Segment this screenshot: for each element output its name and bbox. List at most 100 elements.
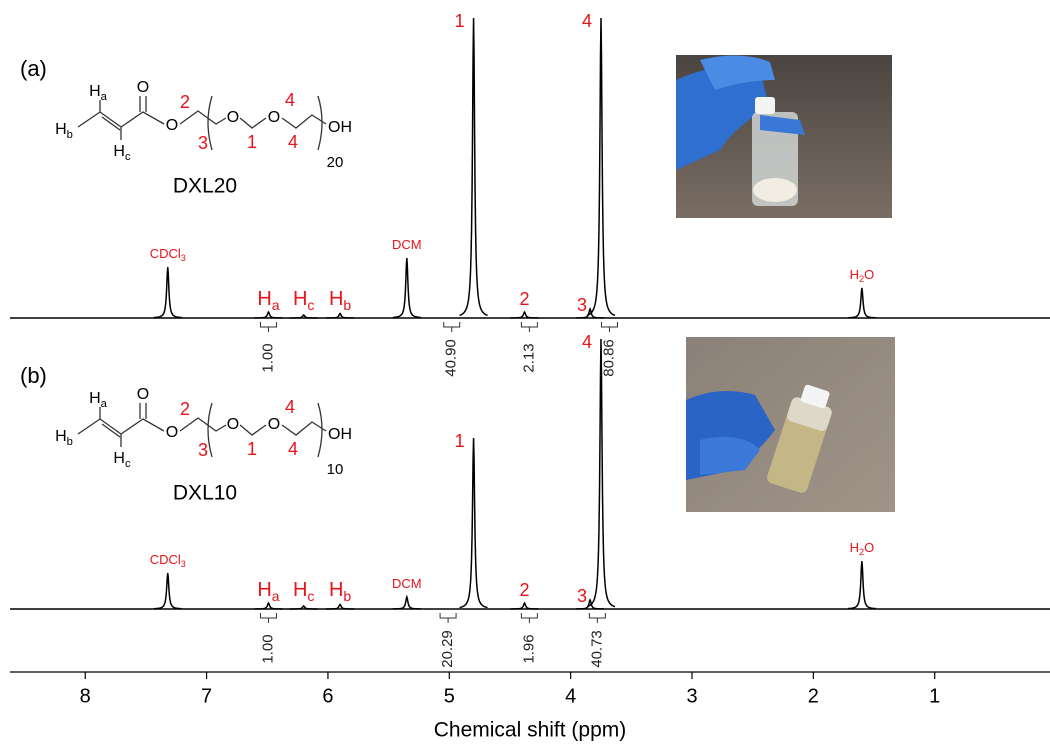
- atom-label: O: [166, 117, 178, 134]
- peak-label-sub: b: [343, 297, 351, 313]
- atom-label: Hb: [55, 121, 73, 141]
- peak-label: 3: [577, 295, 587, 315]
- peak-label: 2: [520, 580, 530, 600]
- peak-label-main: H: [293, 579, 307, 601]
- panel-tag: (a): [20, 56, 47, 81]
- peak-label-main: H: [850, 540, 859, 555]
- peak-label-tail: O: [864, 540, 874, 555]
- integral-label: 2.13: [520, 343, 537, 372]
- peak-label-main: 3: [577, 586, 587, 606]
- position-label: 3: [198, 133, 208, 153]
- atom-label: OH: [328, 119, 352, 136]
- atom-label-main: H: [113, 143, 125, 160]
- atom-label: Ha: [89, 390, 108, 410]
- position-label: 4: [285, 397, 295, 417]
- peak: [154, 267, 182, 318]
- atom-label-main: H: [89, 390, 101, 407]
- peak-label-sub: a: [272, 588, 280, 604]
- atom-label: O: [268, 416, 280, 433]
- peak: [254, 603, 282, 609]
- x-tick-label: 2: [808, 685, 819, 707]
- chart: 87654321Chemical shift (ppm)CDCl3HaHcHbD…: [0, 0, 1050, 747]
- peak-label-main: H: [329, 579, 343, 601]
- integral-label: 1.00: [259, 634, 276, 663]
- position-label: 2: [180, 92, 190, 112]
- atom-label-main: H: [55, 428, 67, 445]
- peak-label-main: 2: [520, 580, 530, 600]
- integral-bracket: [440, 613, 456, 623]
- peak-label: Ha: [257, 288, 279, 312]
- integral-label: 80.86: [600, 339, 617, 377]
- peak-label: Ha: [257, 579, 279, 603]
- integral-bracket: [444, 322, 460, 332]
- peak-label: DCM: [392, 576, 422, 591]
- position-label: 1: [247, 439, 257, 459]
- repeat-count: 20: [327, 154, 344, 171]
- peak-label-main: 2: [520, 289, 530, 309]
- integral-bracket: [601, 322, 617, 332]
- peak-label: Hb: [329, 288, 351, 312]
- peak-label-sub: 3: [181, 559, 186, 569]
- peak-label: DCM: [392, 237, 422, 252]
- peak-label-main: H: [293, 288, 307, 310]
- integral-label: 20.29: [439, 630, 456, 668]
- atom-label: O: [166, 424, 178, 441]
- atom-label: O: [268, 109, 280, 126]
- peak-label: 1: [455, 11, 465, 31]
- peak-label-sub: c: [307, 297, 314, 313]
- integral-bracket: [589, 613, 605, 623]
- peak: [587, 18, 615, 315]
- peak-label: 3: [577, 586, 587, 606]
- photo: [686, 337, 895, 512]
- peak-label-main: CDCl: [150, 552, 181, 567]
- x-tick-label: 4: [565, 685, 576, 707]
- peak-label-main: H: [257, 579, 271, 601]
- atom-label-sub: a: [101, 91, 108, 103]
- integral-label: 40.73: [588, 630, 605, 668]
- atom-label: O: [227, 416, 239, 433]
- peak-label-main: H: [257, 288, 271, 310]
- peak: [393, 258, 421, 317]
- peak: [154, 573, 182, 609]
- peak-label-main: 3: [577, 295, 587, 315]
- atom-label-sub: c: [125, 458, 131, 470]
- peak-label-tail: O: [864, 267, 874, 282]
- atom-label: Hc: [113, 143, 131, 163]
- integral-bracket: [521, 322, 537, 332]
- integral-bracket: [521, 613, 537, 623]
- compound-name: DXL20: [173, 175, 237, 198]
- position-label: 1: [247, 132, 257, 152]
- peak-label: CDCl3: [150, 246, 186, 263]
- peak-label-main: CDCl: [150, 246, 181, 261]
- peak-label-main: DCM: [392, 237, 422, 252]
- integral-label: 40.90: [443, 339, 460, 377]
- x-tick-label: 6: [322, 685, 333, 707]
- peak-label-main: 4: [582, 332, 592, 352]
- atom-label-sub: c: [125, 151, 131, 163]
- x-tick-label: 1: [929, 685, 940, 707]
- atom-label: O: [137, 386, 149, 403]
- peak-label: 4: [582, 11, 592, 31]
- atom-label: OH: [328, 426, 352, 443]
- atom-label-sub: a: [101, 398, 108, 410]
- x-tick-label: 7: [201, 685, 212, 707]
- peak-label-sub: b: [343, 588, 351, 604]
- peak: [393, 597, 421, 609]
- peak: [460, 438, 488, 608]
- x-tick-label: 3: [686, 685, 697, 707]
- peak: [254, 312, 282, 318]
- integral-label: 1.00: [259, 343, 276, 372]
- panel-tag: (b): [20, 363, 47, 388]
- peak-label-sub: 3: [181, 253, 186, 263]
- position-label: 4: [288, 439, 298, 459]
- x-tick-label: 8: [80, 685, 91, 707]
- peak: [511, 312, 539, 318]
- atom-label-sub: b: [67, 436, 73, 448]
- peak-label-main: 1: [455, 431, 465, 451]
- atom-label-main: H: [55, 121, 67, 138]
- photo: [676, 55, 892, 218]
- position-label: 4: [288, 132, 298, 152]
- integral-label: 1.96: [520, 634, 537, 663]
